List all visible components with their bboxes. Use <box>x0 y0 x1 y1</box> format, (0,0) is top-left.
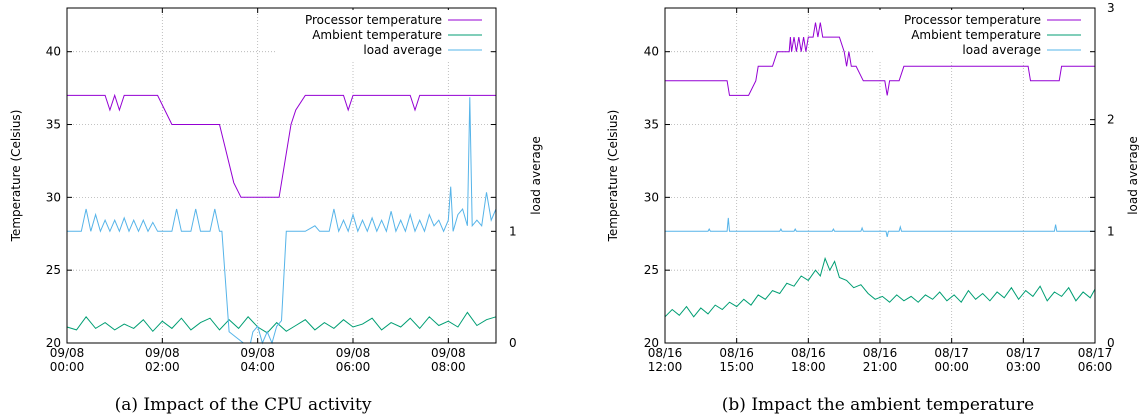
x-tick-label-date: 08/17 <box>934 346 969 360</box>
legend-label-ambient: Ambient temperature <box>312 28 442 42</box>
y2-axis-title: load average <box>529 136 543 215</box>
figure-caption: (a) Impact of the CPU activity <box>115 395 372 415</box>
y-tick-label: 30 <box>644 190 659 204</box>
series-line-processor <box>665 22 1095 96</box>
legend-label-processor: Processor temperature <box>305 13 442 27</box>
y-tick-label: 25 <box>46 263 61 277</box>
series-line-processor <box>67 93 496 198</box>
x-tick-label-date: 09/08 <box>240 346 275 360</box>
x-tick-label-date: 08/17 <box>1078 346 1113 360</box>
y-tick-label: 20 <box>46 336 61 350</box>
x-tick-label-time: 15:00 <box>719 360 754 374</box>
legend-label-load: load average <box>962 43 1041 57</box>
series-line-ambient <box>66 311 497 334</box>
y2-tick-label: 2 <box>1107 113 1115 127</box>
x-tick-label-time: 00:00 <box>50 360 85 374</box>
y2-axis-title: load average <box>1126 136 1139 215</box>
x-tick-label-date: 09/08 <box>50 346 85 360</box>
y2-tick-label: 1 <box>509 224 517 238</box>
y-tick-label: 30 <box>46 190 61 204</box>
legend-label-ambient: Ambient temperature <box>911 28 1041 42</box>
x-tick-label-time: 03:00 <box>1006 360 1041 374</box>
y-tick-label: 35 <box>644 118 659 132</box>
legend-label-processor: Processor temperature <box>904 13 1041 27</box>
x-tick-label-time: 21:00 <box>863 360 898 374</box>
y2-tick-label: 1 <box>1107 224 1115 238</box>
x-tick-label-time: 02:00 <box>145 360 180 374</box>
y2-tick-label: 3 <box>1107 1 1115 15</box>
x-tick-label-time: 18:00 <box>791 360 826 374</box>
plot-frame <box>66 7 497 344</box>
x-tick-label-date: 09/08 <box>145 346 180 360</box>
x-tick-label-date: 09/08 <box>431 346 466 360</box>
x-tick-label-date: 08/16 <box>863 346 898 360</box>
y-tick-label: 40 <box>644 45 659 59</box>
chart-panel-a: 20253035400109/0800:0009/0802:0009/0804:… <box>9 7 543 374</box>
x-tick-label-time: 06:00 <box>1078 360 1113 374</box>
y-tick-label: 25 <box>644 263 659 277</box>
x-tick-label-time: 06:00 <box>336 360 371 374</box>
series-line-load <box>67 97 497 345</box>
figure-caption: (b) Impact the ambient temperature <box>722 395 1034 415</box>
chart-panel-b: 2025303540012308/1612:0008/1615:0008/161… <box>606 1 1139 374</box>
x-tick-label-date: 08/17 <box>1006 346 1041 360</box>
x-tick-label-time: 04:00 <box>240 360 275 374</box>
x-tick-label-date: 09/08 <box>336 346 371 360</box>
series-line-load <box>665 217 1095 238</box>
y-tick-label: 40 <box>46 45 61 59</box>
x-tick-label-time: 08:00 <box>431 360 466 374</box>
y2-tick-label: 0 <box>1107 336 1115 350</box>
y-axis-title: Temperature (Celsius) <box>9 110 23 243</box>
x-tick-label-date: 08/16 <box>648 346 683 360</box>
y-axis-title: Temperature (Celsius) <box>606 110 620 243</box>
legend-label-load: load average <box>363 43 442 57</box>
y2-tick-label: 0 <box>509 336 517 350</box>
y-tick-label: 20 <box>644 336 659 350</box>
series-line-ambient <box>664 256 1096 318</box>
x-tick-label-time: 00:00 <box>934 360 969 374</box>
x-tick-label-date: 08/16 <box>791 346 826 360</box>
y-tick-label: 35 <box>46 118 61 132</box>
x-tick-label-date: 08/16 <box>719 346 754 360</box>
x-tick-label-time: 12:00 <box>648 360 683 374</box>
